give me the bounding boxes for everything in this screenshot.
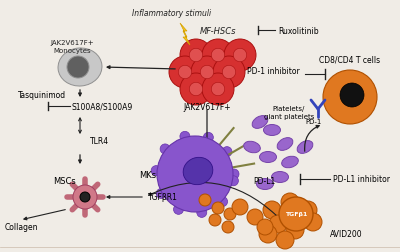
Circle shape <box>178 66 192 79</box>
Circle shape <box>209 214 221 226</box>
Circle shape <box>202 74 234 106</box>
Circle shape <box>224 208 236 220</box>
Text: TGFβ1: TGFβ1 <box>285 212 307 217</box>
Circle shape <box>276 231 294 249</box>
Circle shape <box>224 40 256 72</box>
Circle shape <box>232 199 248 215</box>
Text: TGFβR1: TGFβR1 <box>148 193 178 202</box>
Circle shape <box>203 133 213 143</box>
Circle shape <box>222 147 232 157</box>
Ellipse shape <box>257 178 273 191</box>
Circle shape <box>218 197 228 207</box>
Text: PD-L1 inhibitor: PD-L1 inhibitor <box>333 175 390 184</box>
Text: JAK2V617F+
Monocytes: JAK2V617F+ Monocytes <box>50 40 94 53</box>
Circle shape <box>169 57 201 89</box>
Text: PD-1 inhibitor: PD-1 inhibitor <box>247 66 300 75</box>
Circle shape <box>304 213 322 231</box>
Text: MKs: MKs <box>140 170 156 179</box>
Circle shape <box>202 40 234 72</box>
Text: Collagen: Collagen <box>5 223 38 232</box>
Circle shape <box>211 49 225 62</box>
Circle shape <box>174 205 184 214</box>
Text: Inflammatory stimuli: Inflammatory stimuli <box>132 9 212 17</box>
Circle shape <box>189 49 203 62</box>
Ellipse shape <box>252 117 268 128</box>
Polygon shape <box>180 24 190 46</box>
Circle shape <box>286 221 304 239</box>
Circle shape <box>180 132 190 142</box>
Circle shape <box>247 209 263 225</box>
Text: Tasquinimod: Tasquinimod <box>18 90 66 99</box>
Circle shape <box>269 215 287 233</box>
Circle shape <box>323 71 377 124</box>
Text: PD-L1: PD-L1 <box>253 176 275 185</box>
Text: MF-HSCs: MF-HSCs <box>200 26 236 35</box>
Circle shape <box>279 197 313 231</box>
Circle shape <box>340 84 364 108</box>
Ellipse shape <box>277 138 293 151</box>
Circle shape <box>180 40 212 72</box>
Circle shape <box>199 194 211 206</box>
Circle shape <box>73 185 97 209</box>
Circle shape <box>212 202 224 214</box>
Circle shape <box>189 83 203 96</box>
Circle shape <box>200 66 214 79</box>
Circle shape <box>160 144 170 154</box>
Ellipse shape <box>272 172 288 183</box>
Circle shape <box>257 219 273 235</box>
Ellipse shape <box>260 151 276 164</box>
Circle shape <box>222 66 236 79</box>
Text: TLR4: TLR4 <box>90 136 109 145</box>
Circle shape <box>151 166 161 176</box>
Circle shape <box>228 176 238 186</box>
Text: Ruxolitinib: Ruxolitinib <box>278 26 319 35</box>
Circle shape <box>197 208 207 217</box>
Circle shape <box>263 201 281 219</box>
Circle shape <box>67 57 89 79</box>
Circle shape <box>259 225 277 243</box>
Circle shape <box>213 57 245 89</box>
Circle shape <box>233 49 247 62</box>
Circle shape <box>222 221 234 233</box>
Circle shape <box>157 137 233 212</box>
Ellipse shape <box>244 142 260 153</box>
Text: Platelets/
giant platelets: Platelets/ giant platelets <box>264 106 314 119</box>
Circle shape <box>191 57 223 89</box>
Circle shape <box>80 192 90 202</box>
Circle shape <box>180 74 212 106</box>
Circle shape <box>211 83 225 96</box>
Circle shape <box>156 189 166 199</box>
Ellipse shape <box>282 156 298 169</box>
Text: PD-1: PD-1 <box>306 118 322 124</box>
Ellipse shape <box>58 49 102 87</box>
Text: CD8/CD4 T cells: CD8/CD4 T cells <box>320 55 380 64</box>
Ellipse shape <box>297 141 313 154</box>
Text: S100A8/S100A9: S100A8/S100A9 <box>72 102 133 111</box>
Ellipse shape <box>264 125 280 136</box>
Text: MSCs: MSCs <box>54 176 76 185</box>
Text: JAK2V617F+: JAK2V617F+ <box>183 103 231 112</box>
Circle shape <box>299 201 317 219</box>
Text: AVID200: AVID200 <box>330 230 363 239</box>
Circle shape <box>229 169 239 179</box>
Circle shape <box>281 193 299 211</box>
Ellipse shape <box>183 158 213 185</box>
